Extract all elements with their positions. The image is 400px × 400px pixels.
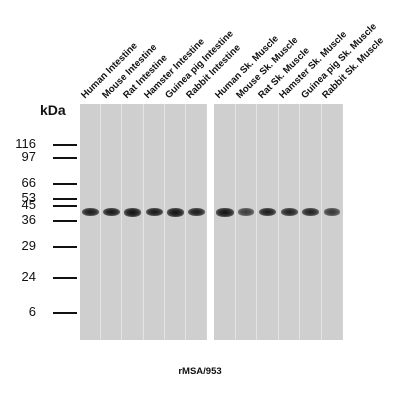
kda-label: kDa: [40, 102, 66, 118]
marker-label: 24: [21, 269, 36, 284]
protein-band: [259, 207, 277, 217]
marker-tick: [53, 246, 77, 248]
blot-lane: [164, 104, 185, 340]
blot-lane: [257, 104, 278, 340]
marker-tick: [53, 183, 77, 185]
protein-band: [82, 207, 99, 217]
marker-tick: [53, 277, 77, 279]
blot-lane: [300, 104, 321, 340]
marker-label: 53: [21, 190, 36, 205]
protein-band: [124, 207, 142, 217]
lane-separator: [320, 104, 322, 340]
marker-tick: [53, 157, 77, 159]
protein-band: [302, 207, 320, 217]
marker-tick: [53, 205, 77, 207]
blot-lane: [235, 104, 256, 340]
blot-panel-right: [214, 104, 343, 340]
marker-tick: [53, 312, 77, 314]
marker-label: 6: [28, 304, 36, 319]
blot-lane: [321, 104, 342, 340]
lane-separator: [299, 104, 300, 340]
blot-lane: [80, 104, 101, 340]
blot-panel-left: [80, 104, 207, 340]
marker-label: 116: [15, 136, 36, 151]
marker-tick: [53, 198, 77, 200]
lane-separator: [100, 104, 102, 340]
blot-lane: [185, 104, 206, 340]
lane-separator: [142, 104, 144, 340]
blot-lane: [101, 104, 122, 340]
antibody-caption: rMSA/953: [178, 366, 222, 377]
marker-tick: [53, 144, 77, 146]
protein-band: [103, 207, 121, 217]
protein-band: [216, 207, 234, 217]
lane-separator: [163, 104, 165, 340]
protein-band: [324, 208, 341, 216]
lane-separator: [234, 104, 236, 340]
lane-separator: [277, 104, 279, 340]
marker-tick: [53, 220, 77, 222]
marker-label: 66: [21, 175, 36, 190]
marker-label: 45: [21, 197, 36, 212]
protein-band: [188, 207, 205, 217]
blot-lane: [214, 104, 235, 340]
blot-lane: [278, 104, 299, 340]
blot-lane: [143, 104, 164, 340]
lane-separator: [184, 104, 186, 340]
marker-label: 97: [21, 149, 36, 164]
lane-separator: [256, 104, 257, 340]
protein-band: [145, 207, 163, 217]
protein-band: [166, 207, 184, 217]
protein-band: [238, 208, 255, 216]
marker-label: 36: [21, 212, 36, 227]
protein-band: [280, 207, 298, 217]
blot-lane: [122, 104, 143, 340]
marker-label: 29: [21, 238, 36, 253]
lane-separator: [121, 104, 123, 340]
